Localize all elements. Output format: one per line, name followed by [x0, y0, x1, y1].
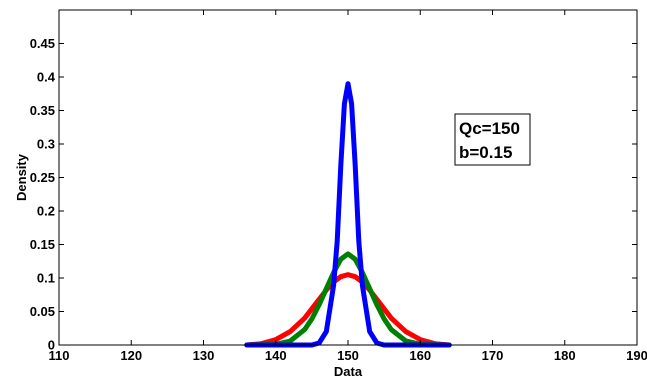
annotation-qc: Qc=150	[459, 119, 520, 138]
annotation-box: Qc=150 b=0.15	[454, 113, 531, 166]
x-tick-label: 170	[482, 348, 504, 363]
y-tick-label: 0.3	[37, 137, 55, 152]
ticks-layer: 110 120 130 140 150 160 170 180 190 0 0.05 0.1 0.15 0…	[30, 10, 647, 363]
plot-frame	[58, 9, 638, 346]
y-tick-label: 0	[48, 338, 55, 353]
x-tick-label: 130	[193, 348, 215, 363]
annotation-b: b=0.15	[459, 143, 512, 162]
series-layer	[244, 81, 452, 348]
y-tick-label: 0.1	[37, 271, 55, 286]
series-line-1	[244, 251, 452, 348]
y-tick-label: 0.15	[30, 237, 55, 252]
x-tick-label: 140	[265, 348, 287, 363]
x-tick-label: 160	[409, 348, 431, 363]
x-axis-label: Data	[334, 364, 363, 379]
x-tick-label: 180	[554, 348, 576, 363]
x-tick-label: 120	[120, 348, 142, 363]
y-tick-label: 0.35	[30, 103, 55, 118]
y-tick-label: 0.4	[37, 70, 56, 85]
series-line-0	[244, 272, 452, 348]
y-tick-label: 0.25	[30, 170, 55, 185]
series-line-2	[244, 81, 452, 348]
y-axis-label: Density	[14, 153, 29, 201]
x-tick-label: 110	[49, 348, 70, 363]
x-tick-label: 150	[337, 348, 359, 363]
y-tick-label: 0.45	[30, 36, 55, 51]
annotation-frame	[454, 113, 531, 166]
y-tick-label: 0.2	[37, 204, 55, 219]
y-tick-label: 0.05	[30, 304, 55, 319]
x-tick-label: 190	[626, 348, 647, 363]
